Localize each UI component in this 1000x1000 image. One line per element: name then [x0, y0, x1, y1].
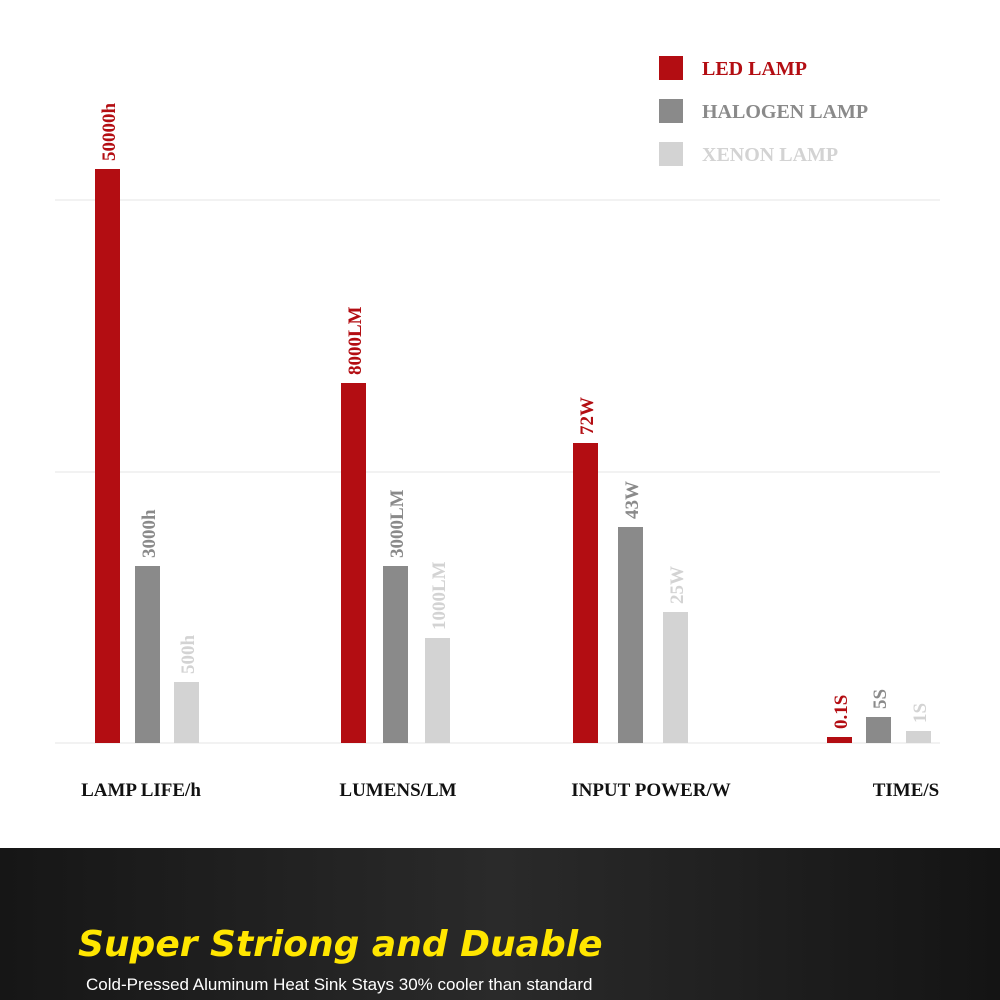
banner-title: Super Striong and Duable [78, 924, 602, 965]
banner-background [0, 848, 1000, 1000]
bar [383, 566, 408, 743]
bar [618, 527, 643, 743]
bar [573, 443, 598, 743]
bar-label: 8000LM [345, 306, 366, 375]
category-label: INPUT POWER/W [571, 780, 731, 801]
bar [425, 638, 450, 743]
bar [341, 383, 366, 743]
bar-label: 500h [178, 635, 199, 675]
bar-label: 3000h [139, 509, 160, 558]
legend-swatch [659, 99, 683, 123]
bar [866, 717, 891, 743]
bar-label: 3000LM [387, 489, 408, 558]
bar-label: 1S [910, 703, 931, 723]
bar [906, 731, 931, 743]
bar-label: 25W [667, 566, 688, 604]
bar-label: 43W [622, 481, 643, 519]
legend-label: LED LAMP [702, 58, 807, 80]
bar [663, 612, 688, 743]
category-label: TIME/S [873, 780, 940, 801]
legend-swatch [659, 56, 683, 80]
legend-swatch [659, 142, 683, 166]
category-label: LAMP LIFE/h [81, 780, 201, 801]
category-label: LUMENS/LM [339, 780, 456, 801]
bar-label: 0.1S [831, 695, 852, 729]
banner-subtitle: Cold-Pressed Aluminum Heat Sink Stays 30… [86, 975, 592, 994]
bar [95, 169, 120, 743]
legend-label: XENON LAMP [702, 144, 838, 166]
bar [135, 566, 160, 743]
bar [827, 737, 852, 743]
bar-label: 1000LM [429, 561, 450, 630]
bar-label: 50000h [99, 103, 120, 162]
bar-label: 5S [870, 689, 891, 709]
gridlines [55, 199, 940, 744]
legend-label: HALOGEN LAMP [702, 101, 868, 123]
bar-label: 72W [577, 397, 598, 435]
bar [174, 682, 199, 743]
